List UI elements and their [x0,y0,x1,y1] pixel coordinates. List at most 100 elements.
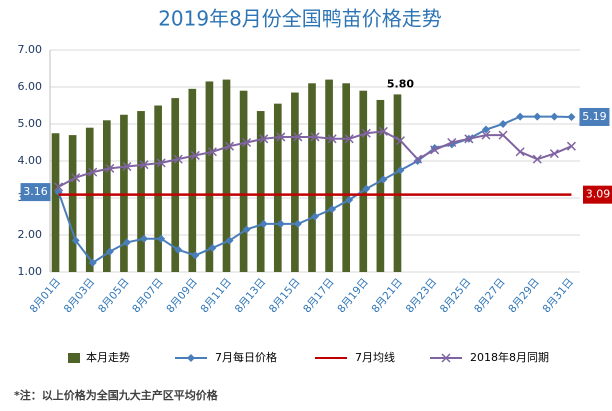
point [310,132,320,142]
point [550,112,559,121]
point [413,154,423,164]
data-label: 3.09 [586,188,611,201]
point [54,182,64,192]
x-tick-label: 8月19日 [335,276,371,315]
legend-marker [187,354,195,362]
legend-marker [441,353,451,363]
y-tick-label: 2.00 [18,228,43,241]
bar [154,105,162,272]
point [533,112,542,121]
point [379,175,388,184]
point [362,184,371,193]
point [532,154,542,164]
point [190,150,200,160]
bar [325,79,333,272]
y-tick-label: 7.00 [18,43,43,56]
point [88,167,98,177]
bar [120,114,128,272]
point [481,130,491,140]
point [361,128,371,138]
point [345,195,354,204]
point [207,147,217,157]
legend-label: 2018年8月同期 [470,350,549,364]
point [105,163,115,173]
point [327,134,337,144]
data-label: 3.16 [23,185,48,198]
point [378,126,388,136]
x-tick-label: 8月31日 [540,276,576,315]
point [242,225,251,234]
point [174,245,183,254]
data-label-box [20,183,51,202]
point [259,134,269,144]
point [549,149,559,159]
point [430,145,440,155]
y-tick-label: 6.00 [18,80,43,93]
bar [359,90,368,272]
point [566,141,576,151]
point [191,251,200,260]
point [224,141,235,151]
x-tick-label: 8月27日 [472,276,508,315]
point [515,147,525,157]
x-tick-label: 8月21日 [370,276,406,315]
chart-title: 2019年8月份全国鸭苗价格走势 [158,7,442,31]
point [481,125,490,134]
point [276,219,285,228]
point [122,162,132,172]
bar [68,135,77,272]
point [156,158,166,168]
point [276,132,286,142]
point [122,238,131,247]
y-tick-label: 1.00 [18,265,43,278]
point [293,132,303,142]
point [140,234,149,243]
x-tick-label: 8月29日 [506,276,542,315]
point [242,137,252,148]
point [259,219,268,228]
point [328,205,337,214]
point [139,160,149,170]
point [499,120,508,128]
point [567,112,576,121]
bar [393,94,402,273]
point [88,258,97,267]
x-tick-label: 8月01日 [28,276,64,315]
bar [308,83,316,272]
point [71,173,81,183]
y-tick-label: 5.00 [18,117,43,130]
point [498,130,508,140]
x-tick-label: 8月11日 [199,276,235,315]
bar [51,133,60,272]
point [208,243,217,252]
point [105,247,114,256]
legend-swatch [68,353,80,363]
bar [273,103,282,273]
x-tick-label: 8月17日 [301,276,337,315]
y-tick-label: 4.00 [18,154,43,167]
bar [222,79,231,272]
x-tick-label: 8月09日 [164,276,200,315]
x-tick-label: 8月15日 [267,276,303,315]
bar [256,111,265,272]
point [173,154,183,164]
bar [188,88,197,272]
x-tick-label: 8月23日 [404,276,440,315]
data-label: 5.80 [387,77,414,90]
point [311,212,319,221]
bar [291,92,299,272]
point [344,134,354,144]
point [225,236,234,245]
bar [85,127,94,272]
x-tick-label: 8月03日 [62,276,98,315]
point [157,234,166,243]
x-tick-label: 8月05日 [96,276,132,315]
x-tick-label: 8月13日 [233,276,269,315]
bar [342,83,351,272]
bar [171,98,180,272]
bar [137,111,145,272]
data-label-box [583,185,612,204]
point [293,219,302,228]
bar [376,99,385,272]
point [395,136,406,146]
